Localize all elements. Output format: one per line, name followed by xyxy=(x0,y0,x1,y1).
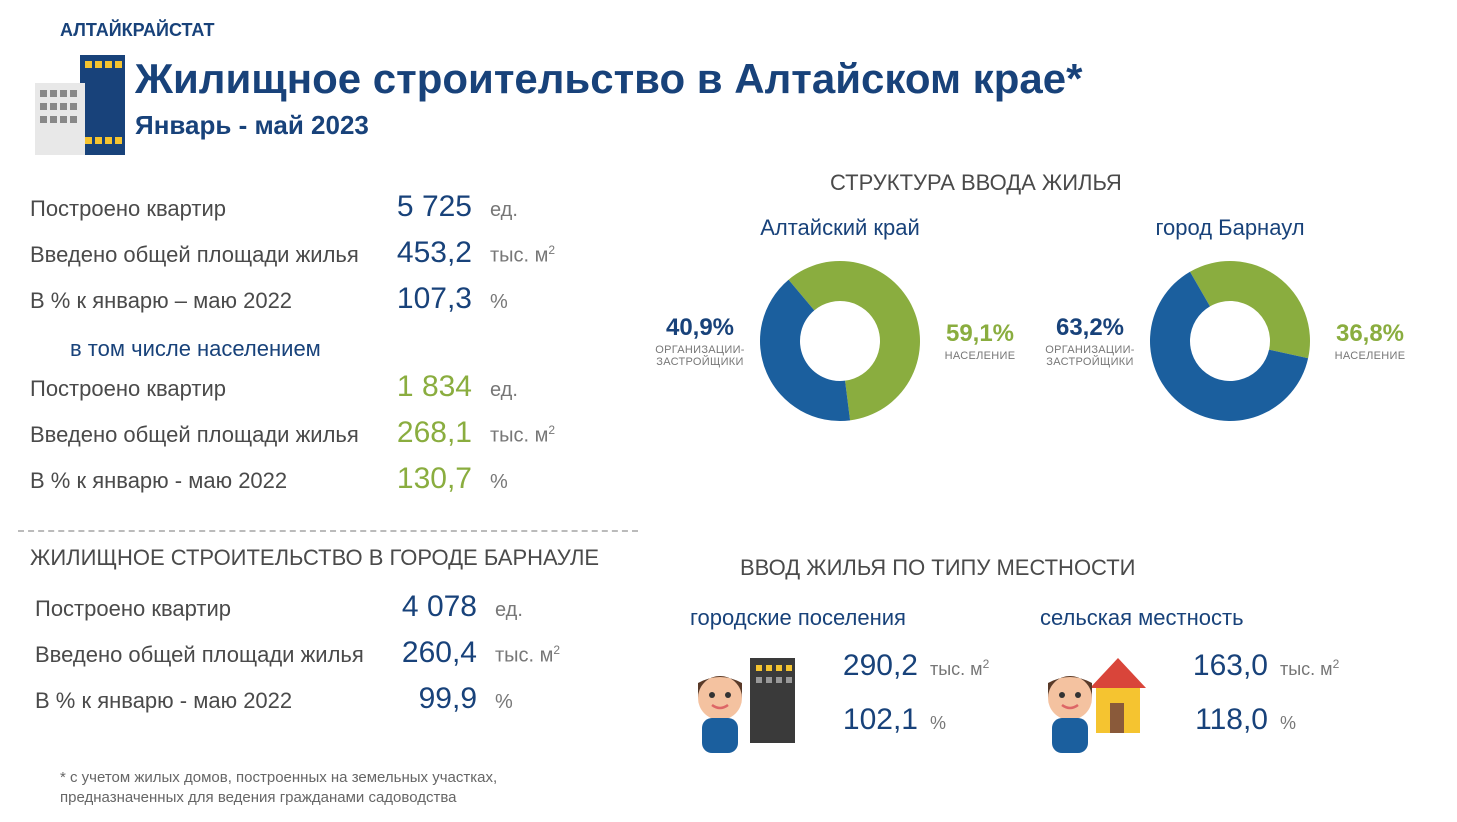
donut-barnaul: город Барнаул 63,2% ОРГАНИЗАЦИИ-ЗАСТРОЙЩ… xyxy=(1030,215,1430,426)
stat-row: В % к январю – маю 2022 107,3 % xyxy=(30,282,630,328)
stat-value: 268,1 xyxy=(370,416,490,450)
stat-row: В % к январю - маю 2022 99,9 % xyxy=(35,682,635,728)
stat-label: В % к январю - маю 2022 xyxy=(35,688,375,714)
donut-pct: 63,2% xyxy=(1035,314,1145,342)
loc-value-row: 290,2 тыс. м2 xyxy=(820,649,989,683)
stat-label: Построено квартир xyxy=(35,596,375,622)
struct-title: СТРУКТУРА ВВОДА ЖИЛЬЯ xyxy=(830,170,1122,196)
stats-subheader: в том числе населением xyxy=(30,328,630,370)
stat-unit: тыс. м2 xyxy=(490,423,555,448)
stat-label: Введено общей площади жилья xyxy=(35,642,375,668)
loc-value: 163,0 xyxy=(1170,649,1280,683)
donut-right-label: 59,1% НАСЕЛЕНИЕ xyxy=(925,320,1035,362)
stat-row: Построено квартир 1 834 ед. xyxy=(30,370,630,416)
loc-value-row: 118,0 % xyxy=(1170,703,1339,737)
stat-label: В % к январю - маю 2022 xyxy=(30,468,370,494)
stat-value: 1 834 xyxy=(370,370,490,404)
stats-total: Построено квартир 5 725 ед. Введено обще… xyxy=(30,190,630,508)
urban-icon xyxy=(690,653,800,753)
donut-lbl: НАСЕЛЕНИЕ xyxy=(925,350,1035,362)
stat-unit: тыс. м2 xyxy=(495,643,560,668)
barnaul-title: ЖИЛИЩНОЕ СТРОИТЕЛЬСТВО В ГОРОДЕ БАРНАУЛЕ xyxy=(30,545,599,571)
stat-unit: % xyxy=(490,471,508,494)
donut-left-label: 40,9% ОРГАНИЗАЦИИ-ЗАСТРОЙЩИКИ xyxy=(645,314,755,368)
stat-label: В % к январю – маю 2022 xyxy=(30,288,370,314)
donut-subtitle: город Барнаул xyxy=(1030,215,1430,241)
loc-value-row: 163,0 тыс. м2 xyxy=(1170,649,1339,683)
loc-subtitle: городские поселения xyxy=(690,605,1070,631)
donut-altai: Алтайский край 40,9% ОРГАНИЗАЦИИ-ЗАСТРОЙ… xyxy=(640,215,1040,426)
donut-subtitle: Алтайский край xyxy=(640,215,1040,241)
divider xyxy=(18,530,638,532)
loc-value-row: 102,1 % xyxy=(820,703,989,737)
loc-unit: % xyxy=(930,713,946,734)
stat-unit: ед. xyxy=(495,599,523,622)
stat-value: 260,4 xyxy=(375,636,495,670)
stat-unit: % xyxy=(495,691,513,714)
stat-row: Введено общей площади жилья 260,4 тыс. м… xyxy=(35,636,635,682)
stats-barnaul: Построено квартир 4 078 ед. Введено обще… xyxy=(35,590,635,728)
donut-pct: 36,8% xyxy=(1315,320,1425,348)
loc-unit: % xyxy=(1280,713,1296,734)
stat-value: 99,9 xyxy=(375,682,495,716)
donut-right-label: 36,8% НАСЕЛЕНИЕ xyxy=(1315,320,1425,362)
stat-label: Построено квартир xyxy=(30,376,370,402)
stat-row: Введено общей площади жилья 268,1 тыс. м… xyxy=(30,416,630,462)
org-name: АЛТАЙКРАЙСТАТ xyxy=(60,20,215,41)
loc-value: 118,0 xyxy=(1170,703,1280,737)
loc-unit: тыс. м2 xyxy=(930,657,989,680)
stat-value: 107,3 xyxy=(370,282,490,316)
loc-unit: тыс. м2 xyxy=(1280,657,1339,680)
subtitle: Январь - май 2023 xyxy=(135,110,369,141)
stat-row: Построено квартир 5 725 ед. xyxy=(30,190,630,236)
rural-icon xyxy=(1040,653,1150,753)
donut-chart xyxy=(755,256,925,426)
footnote: * с учетом жилых домов, построенных на з… xyxy=(60,768,620,807)
donut-lbl: ОРГАНИЗАЦИИ-ЗАСТРОЙЩИКИ xyxy=(645,344,755,368)
donut-pct: 59,1% xyxy=(925,320,1035,348)
locality-rural: сельская местность 163,0 тыс. м2 118,0 % xyxy=(1040,605,1420,757)
donut-left-label: 63,2% ОРГАНИЗАЦИИ-ЗАСТРОЙЩИКИ xyxy=(1035,314,1145,368)
stat-unit: ед. xyxy=(490,199,518,222)
donut-pct: 40,9% xyxy=(645,314,755,342)
loc-subtitle: сельская местность xyxy=(1040,605,1420,631)
stat-label: Введено общей площади жилья xyxy=(30,242,370,268)
stat-unit: тыс. м2 xyxy=(490,243,555,268)
stat-row: Построено квартир 4 078 ед. xyxy=(35,590,635,636)
loc-value: 102,1 xyxy=(820,703,930,737)
stat-unit: ед. xyxy=(490,379,518,402)
donut-chart xyxy=(1145,256,1315,426)
stat-label: Построено квартир xyxy=(30,196,370,222)
stat-row: В % к январю - маю 2022 130,7 % xyxy=(30,462,630,508)
locality-title: ВВОД ЖИЛЬЯ ПО ТИПУ МЕСТНОСТИ xyxy=(740,555,1135,581)
stat-label: Введено общей площади жилья xyxy=(30,422,370,448)
stat-value: 130,7 xyxy=(370,462,490,496)
donut-lbl: НАСЕЛЕНИЕ xyxy=(1315,350,1425,362)
stat-value: 5 725 xyxy=(370,190,490,224)
donut-lbl: ОРГАНИЗАЦИИ-ЗАСТРОЙЩИКИ xyxy=(1035,344,1145,368)
building-icon xyxy=(30,55,125,160)
loc-value: 290,2 xyxy=(820,649,930,683)
stat-row: Введено общей площади жилья 453,2 тыс. м… xyxy=(30,236,630,282)
stat-unit: % xyxy=(490,291,508,314)
stat-value: 4 078 xyxy=(375,590,495,624)
main-title: Жилищное строительство в Алтайском крае* xyxy=(135,55,1082,103)
locality-urban: городские поселения 290,2 тыс. м2 102,1 … xyxy=(690,605,1070,757)
stat-value: 453,2 xyxy=(370,236,490,270)
